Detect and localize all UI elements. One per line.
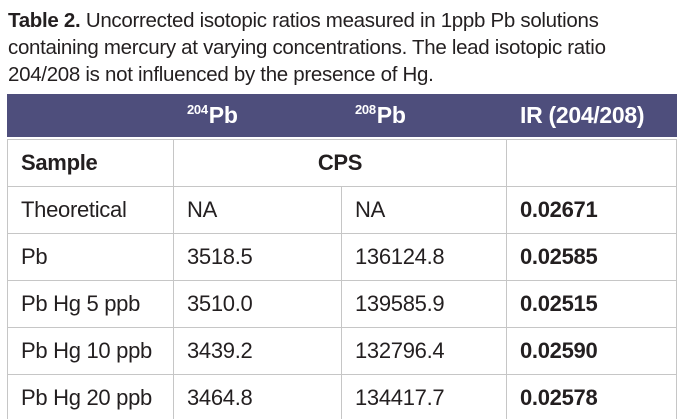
- subheader-cps-cell: CPS: [174, 140, 507, 186]
- header-204pb-label: Pb: [208, 102, 238, 128]
- superscript-208: 208: [355, 102, 376, 117]
- superscript-204: 204: [187, 102, 208, 117]
- table-caption: Table 2. Uncorrected isotopic ratios mea…: [0, 0, 684, 88]
- cell-204pb-cps: 3464.8: [174, 375, 342, 419]
- cell-208pb-cps: 136124.8: [342, 234, 507, 280]
- table-row: Pb Hg 10 ppb 3439.2 132796.4 0.02590: [8, 328, 676, 375]
- table-row: Theoretical NA NA 0.02671: [8, 187, 676, 234]
- cell-sample: Pb: [8, 234, 174, 280]
- cell-204pb-cps: NA: [174, 187, 342, 233]
- cell-204pb-cps: 3439.2: [174, 328, 342, 374]
- cell-204pb-cps: 3510.0: [174, 281, 342, 327]
- cell-ir: 0.02578: [520, 385, 598, 410]
- caption-text: Uncorrected isotopic ratios measured in …: [8, 9, 606, 86]
- subheader-sample-cell: Sample: [8, 140, 174, 186]
- table-body: Sample CPS Theoretical NA NA 0.02671 Pb …: [7, 139, 677, 419]
- cell-sample: Pb Hg 20 ppb: [8, 375, 174, 419]
- header-cell-208pb: 208 Pb: [342, 94, 507, 137]
- cell-ir: 0.02585: [520, 244, 598, 269]
- table-subheader-row: Sample CPS: [8, 140, 676, 187]
- header-cell-204pb: 204 Pb: [174, 94, 342, 137]
- table-row: Pb Hg 20 ppb 3464.8 134417.7 0.02578: [8, 375, 676, 419]
- cell-208pb-cps: 134417.7: [342, 375, 507, 419]
- table-header-row: 204 Pb 208 Pb IR (204/208): [7, 94, 677, 137]
- cell-sample: Pb Hg 5 ppb: [8, 281, 174, 327]
- header-208pb-label: Pb: [376, 102, 406, 128]
- cell-sample: Pb Hg 10 ppb: [8, 328, 174, 374]
- caption-label: Table 2.: [8, 9, 81, 32]
- header-cell-ir: IR (204/208): [507, 94, 677, 137]
- table-row: Pb Hg 5 ppb 3510.0 139585.9 0.02515: [8, 281, 676, 328]
- header-cell-empty: [7, 94, 174, 137]
- cell-ir: 0.02590: [520, 338, 598, 363]
- subheader-empty-cell: [507, 140, 676, 186]
- table-row: Pb 3518.5 136124.8 0.02585: [8, 234, 676, 281]
- cell-ir: 0.02515: [520, 291, 598, 316]
- cell-208pb-cps: NA: [342, 187, 507, 233]
- header-ir-label: IR (204/208): [520, 102, 645, 128]
- cell-ir: 0.02671: [520, 197, 598, 222]
- cell-208pb-cps: 132796.4: [342, 328, 507, 374]
- cell-204pb-cps: 3518.5: [174, 234, 342, 280]
- cell-sample: Theoretical: [8, 187, 174, 233]
- isotope-ratio-table: 204 Pb 208 Pb IR (204/208) Sample CPS Theo…: [7, 94, 677, 419]
- cell-208pb-cps: 139585.9: [342, 281, 507, 327]
